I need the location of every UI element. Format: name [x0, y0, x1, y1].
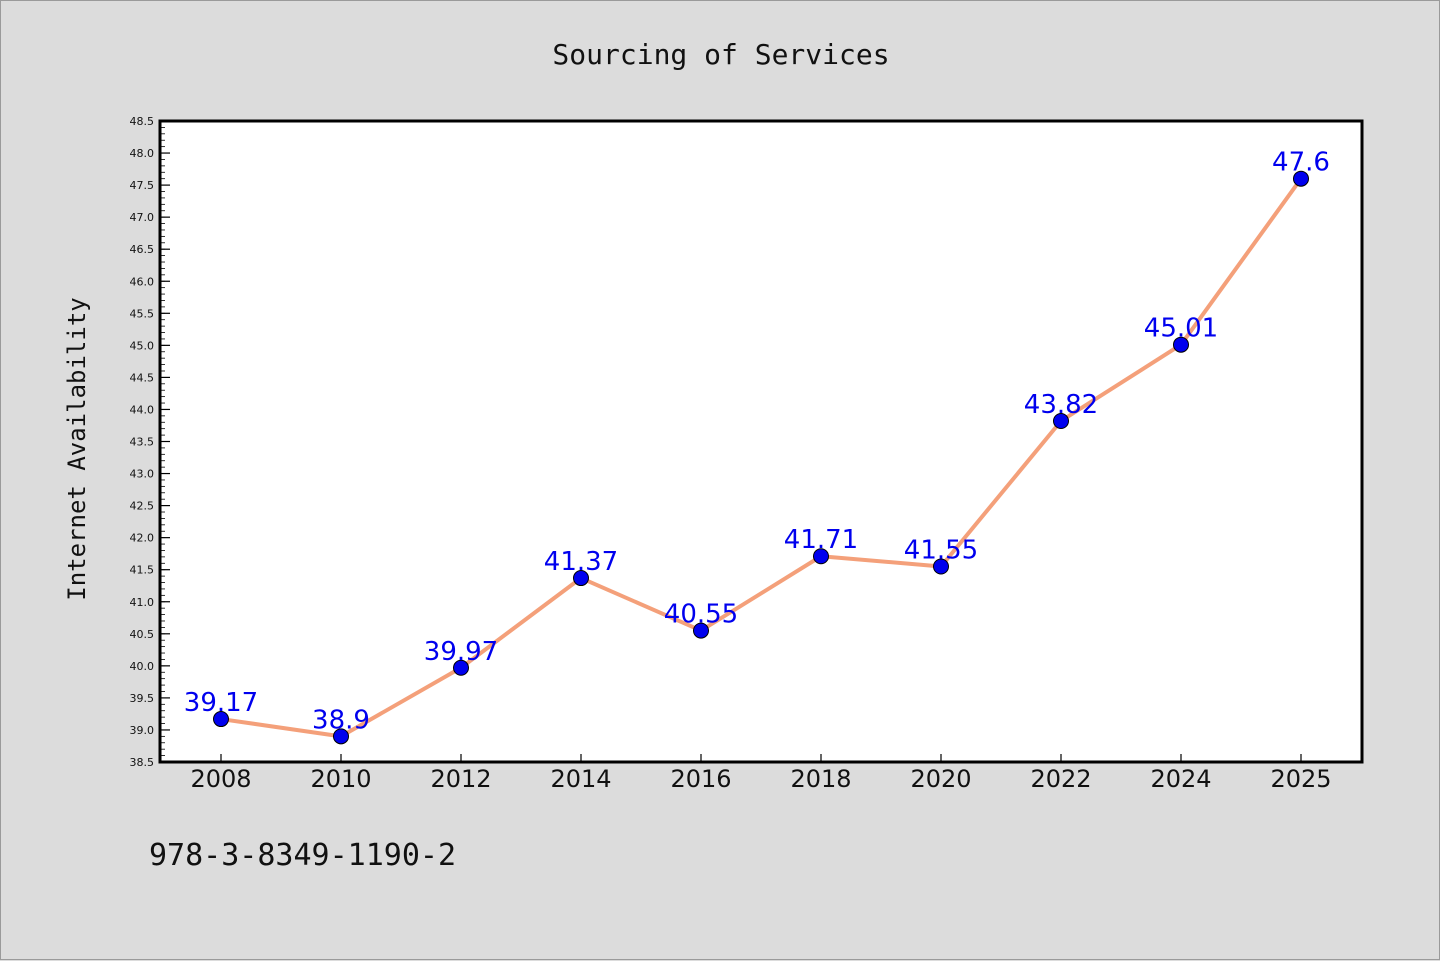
- data-point-marker: [1293, 170, 1309, 187]
- y-tick-label: 46.0: [130, 275, 155, 288]
- plot-border: [158, 119, 1364, 764]
- data-label: 39.17: [184, 688, 258, 718]
- data-label: 38.9: [312, 705, 370, 735]
- y-tick-label: 40.5: [130, 628, 155, 641]
- data-point-marker: [333, 728, 349, 745]
- y-tick-label: 44.0: [130, 403, 155, 416]
- y-tick-label: 45.0: [130, 339, 155, 352]
- y-tick-label: 39.0: [130, 724, 155, 737]
- y-tick-label: 48.5: [130, 115, 155, 128]
- data-labels: 39.17 38.9 39.97 41.37 40.55 41.71 41.55 43.82 4…: [184, 148, 1330, 736]
- y-tick-label: 43.5: [130, 436, 155, 449]
- data-point-marker: [453, 659, 469, 676]
- x-tick-label: 2010: [310, 765, 371, 793]
- chart-title: Sourcing of Services: [552, 38, 889, 71]
- data-point-marker: [693, 622, 709, 639]
- data-label: 39.97: [424, 637, 498, 667]
- data-point-marker: [813, 548, 829, 565]
- data-point-marker: [213, 711, 229, 728]
- plot-area: [160, 121, 1362, 762]
- data-point-marker: [933, 558, 949, 575]
- y-tick-label: 41.5: [130, 564, 155, 577]
- y-tick-label: 39.5: [130, 692, 155, 705]
- y-tick-label: 42.0: [130, 532, 155, 545]
- y-tick-label: 38.5: [130, 756, 155, 769]
- y-tick-label: 41.0: [130, 596, 155, 609]
- data-label: 40.55: [664, 600, 738, 630]
- footer-code: 978-3-8349-1190-2: [149, 838, 456, 873]
- y-tick-label: 47.5: [130, 179, 155, 192]
- x-tick-label: 2022: [1030, 765, 1091, 793]
- x-tick-label: 2008: [190, 765, 251, 793]
- y-axis-label: Internet Availability: [63, 297, 91, 600]
- data-point-marker: [573, 570, 589, 587]
- y-tick-label: 43.0: [130, 468, 155, 481]
- x-tick-label: 2016: [670, 765, 731, 793]
- series-layer: [213, 170, 1309, 745]
- x-tick-label: 2025: [1270, 765, 1331, 793]
- data-label: 41.71: [784, 525, 858, 555]
- series-line: [219, 176, 1303, 739]
- x-tick-label: 2012: [430, 765, 491, 793]
- x-tick-label: 2024: [1150, 765, 1211, 793]
- y-tick-label: 48.0: [130, 147, 155, 160]
- y-tick-label: 42.5: [130, 500, 155, 513]
- data-label: 45.01: [1144, 314, 1218, 344]
- y-axis: 38.5 39.0 39.5 40.0 40.5 41.0 41.5 42.0 42.5 43.0…: [130, 115, 170, 769]
- data-label: 41.55: [904, 535, 978, 565]
- data-point-marker: [1173, 336, 1189, 353]
- y-tick-label: 45.5: [130, 307, 155, 320]
- data-label: 43.82: [1024, 390, 1098, 420]
- data-point-marker: [1053, 412, 1069, 429]
- y-tick-label: 44.5: [130, 371, 155, 384]
- y-tick-label: 40.0: [130, 660, 155, 673]
- data-label: 41.37: [544, 547, 618, 577]
- x-tick-label: 2018: [790, 765, 851, 793]
- y-tick-label: 46.5: [130, 243, 155, 256]
- y-tick-label: 47.0: [130, 211, 155, 224]
- x-axis: 2008 2010 2012 2014 2016 2018 2020 2022 2024 2025: [190, 754, 1332, 793]
- x-tick-label: 2020: [910, 765, 971, 793]
- x-tick-label: 2014: [550, 765, 611, 793]
- data-label: 47.6: [1272, 148, 1330, 178]
